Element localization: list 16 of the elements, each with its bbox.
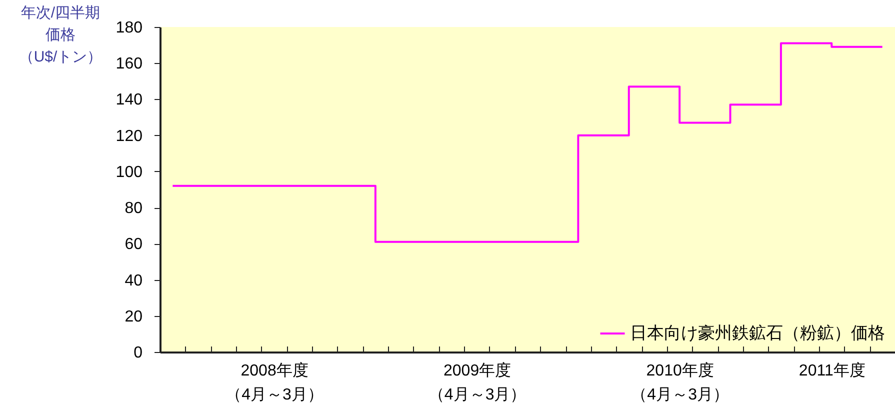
y-tick-label: 0 xyxy=(134,344,143,362)
y-tick-label: 80 xyxy=(124,200,143,218)
y-axis-title: 年次/四半期価格（U$/トン） xyxy=(18,4,102,66)
y-tick-label: 160 xyxy=(116,56,143,73)
y-tick-label: 120 xyxy=(116,128,143,145)
y-tick-label: 100 xyxy=(116,164,143,181)
legend-label: 日本向け豪州鉄鉱石（粉鉱）価格 xyxy=(630,324,885,342)
y-tick-label: 40 xyxy=(124,272,143,290)
x-tick-label: 2009年度（4月～3月） xyxy=(428,362,526,404)
y-tick-label: 60 xyxy=(124,236,143,254)
y-tick-label: 140 xyxy=(116,92,143,109)
y-tick-label: 180 xyxy=(116,20,143,36)
x-tick-label: 2010年度（4月～3月） xyxy=(631,362,729,404)
y-tick-label: 20 xyxy=(124,308,143,326)
x-tick-label: 2011年度 xyxy=(798,362,866,380)
x-tick-label: 2008年度（4月～3月） xyxy=(226,362,324,404)
